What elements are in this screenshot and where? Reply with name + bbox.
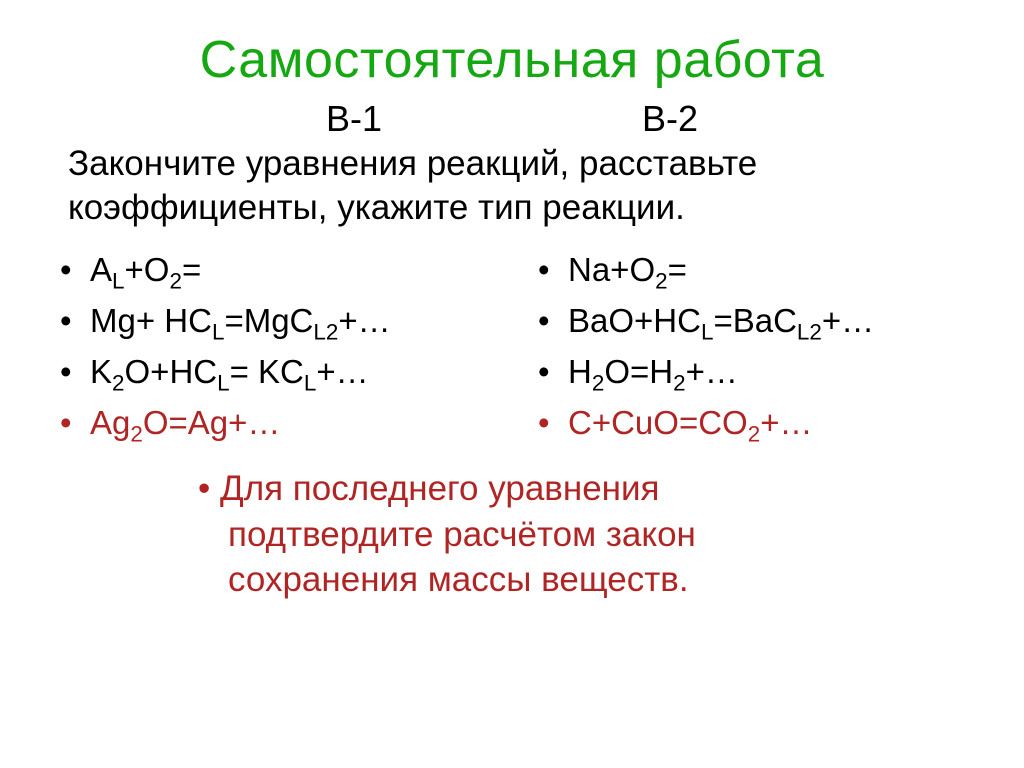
footer-bullet-icon: • — [198, 466, 210, 512]
right-equation-4: C+CuO=CO2+… — [526, 397, 984, 448]
footer-line-2: подтвердите расчётом закон — [220, 512, 924, 558]
left-equation-3: K2O+HCL= KCL+… — [48, 346, 506, 397]
right-equation-list: Na+O2=BaO+HCL=BaCL2+…H2O=H2+…C+CuO=CO2+… — [526, 244, 984, 449]
right-equation-3: H2O=H2+… — [526, 346, 984, 397]
slide-title: Самостоятельная работа — [40, 30, 984, 90]
equation-columns: AL+O2=Mg+ HCL=MgCL2+…K2O+HCL= KCL+…Ag2O=… — [48, 244, 984, 449]
left-equation-2: Mg+ HCL=MgCL2+… — [48, 295, 506, 346]
left-equation-list: AL+O2=Mg+ HCL=MgCL2+…K2O+HCL= KCL+…Ag2O=… — [48, 244, 506, 449]
right-equation-1: Na+O2= — [526, 244, 984, 295]
variant-row: В-1 В-2 — [40, 98, 984, 140]
footer-line-1: Для последнего уравнения — [220, 469, 660, 508]
left-equation-1: AL+O2= — [48, 244, 506, 295]
slide: Самостоятельная работа В-1 В-2 Закончите… — [0, 0, 1024, 768]
variant-left-label: В-1 — [326, 98, 382, 140]
right-equation-2: BaO+HCL=BaCL2+… — [526, 295, 984, 346]
left-column: AL+O2=Mg+ HCL=MgCL2+…K2O+HCL= KCL+…Ag2O=… — [48, 244, 506, 449]
variant-right-label: В-2 — [642, 98, 698, 140]
footer-line-3: сохранения массы веществ. — [220, 557, 924, 603]
right-column: Na+O2=BaO+HCL=BaCL2+…H2O=H2+…C+CuO=CO2+… — [526, 244, 984, 449]
left-equation-4: Ag2O=Ag+… — [48, 397, 506, 448]
footer-note: • Для последнего уравнения подтвердите р… — [40, 466, 984, 603]
instruction-text: Закончите уравнения реакций, расставьте … — [68, 142, 984, 230]
